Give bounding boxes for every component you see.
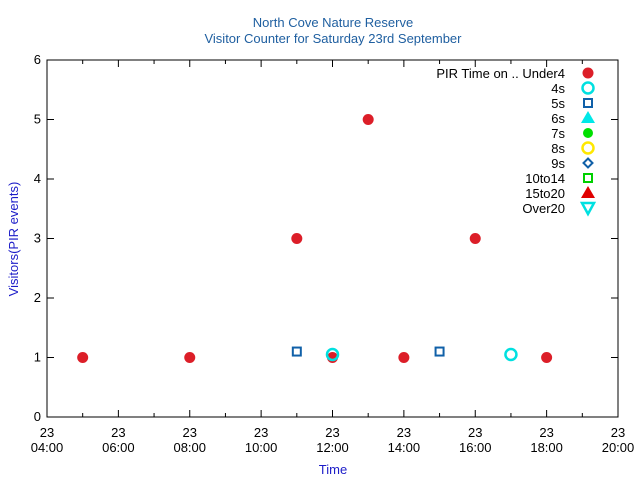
legend-entry-label: 8s (551, 141, 565, 156)
y-tick-label: 0 (34, 409, 41, 424)
legend-marker (582, 67, 594, 79)
x-tick-label-day: 23 (397, 425, 411, 440)
legend-entry-label: PIR Time on .. Under4 (436, 66, 565, 81)
x-tick-label-time: 18:00 (530, 440, 563, 455)
data-point-under4 (541, 352, 553, 363)
x-tick-label-time: 06:00 (102, 440, 135, 455)
data-point-under4 (77, 352, 89, 363)
y-tick-label: 6 (34, 52, 41, 67)
x-tick-label-time: 16:00 (459, 440, 492, 455)
x-tick-label-day: 23 (40, 425, 54, 440)
legend-entry-label: 15to20 (525, 186, 565, 201)
legend-entry-label: 6s (551, 111, 565, 126)
x-tick-label-day: 23 (539, 425, 553, 440)
x-tick-label-time: 08:00 (173, 440, 206, 455)
data-point-under4 (398, 352, 410, 363)
legend-marker (582, 157, 594, 169)
legend-entry-label: 5s (551, 96, 565, 111)
legend-marker (581, 81, 595, 95)
chart-title: North Cove Nature Reserve (253, 15, 413, 30)
data-point-4s (504, 347, 518, 362)
data-point-under4 (362, 114, 374, 125)
x-tick-label-day: 23 (183, 425, 197, 440)
x-tick-label-time: 20:00 (602, 440, 635, 455)
legend-entry-label: 4s (551, 81, 565, 96)
y-tick-label: 5 (34, 112, 41, 127)
chart-subtitle: Visitor Counter for Saturday 23rd Septem… (204, 31, 462, 46)
x-tick-label-time: 04:00 (31, 440, 64, 455)
data-point-under4 (184, 352, 196, 363)
y-tick-label: 2 (34, 290, 41, 305)
x-tick-label-day: 23 (111, 425, 125, 440)
data-point-5s (291, 346, 302, 357)
y-tick-label: 4 (34, 171, 41, 186)
legend-marker (583, 98, 593, 108)
plot-area (46, 59, 619, 418)
x-tick-label-day: 23 (254, 425, 268, 440)
x-tick-label-time: 10:00 (245, 440, 278, 455)
legend-entry-label: 10to14 (525, 171, 565, 186)
data-point-under4 (469, 233, 481, 244)
legend-marker (579, 201, 597, 217)
y-tick-label: 3 (34, 231, 41, 246)
legend-entry-label: 9s (551, 156, 565, 171)
y-tick-label: 1 (34, 350, 41, 365)
legend-marker (581, 186, 595, 198)
x-tick-label-day: 23 (611, 425, 625, 440)
legend-marker (581, 111, 595, 123)
legend-marker (583, 128, 593, 138)
legend-entry-label: Over20 (522, 201, 565, 216)
legend-entry-label: 7s (551, 126, 565, 141)
data-point-under4 (291, 233, 303, 244)
legend-marker (583, 173, 593, 183)
x-tick-label-time: 12:00 (316, 440, 349, 455)
x-axis-label: Time (319, 462, 347, 477)
data-point-5s (434, 346, 445, 357)
data-point-4s (325, 347, 340, 362)
y-axis-label: Visitors(PIR events) (6, 182, 21, 297)
x-tick-label-day: 23 (468, 425, 482, 440)
x-tick-label-day: 23 (325, 425, 339, 440)
x-tick-label-time: 14:00 (388, 440, 421, 455)
legend-marker (581, 141, 595, 155)
